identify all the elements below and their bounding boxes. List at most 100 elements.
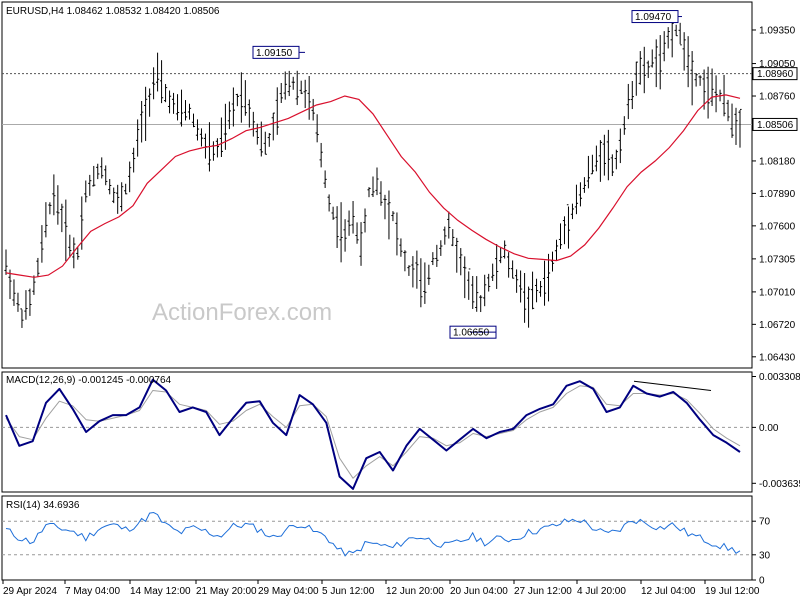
y-tick-label: 1.09350 [759, 25, 796, 36]
price-bar [359, 222, 363, 266]
x-axis: 29 Apr 2024 7 May 04:00 14 May 12:00 21 May… [2, 580, 760, 597]
price-bars [4, 20, 742, 328]
macd-panel [2, 378, 752, 490]
price-tag-box [752, 117, 798, 131]
price-bar [104, 165, 108, 186]
price-bar [606, 129, 610, 181]
price-bar [467, 268, 471, 300]
panel-frames [1, 1, 753, 581]
price-bar [638, 51, 642, 85]
price-bar [267, 132, 271, 147]
price-bar [239, 72, 243, 123]
y-tick-label: 1.07010 [759, 287, 796, 298]
price-bar [311, 98, 315, 121]
price-bar [171, 92, 176, 114]
price-bar [734, 107, 738, 145]
price-bar [128, 161, 132, 193]
x-tick-label: 5 Jun 12:00 [322, 586, 375, 597]
price-bar [371, 176, 375, 197]
price-bar [375, 167, 379, 196]
panel-frame-main [1, 1, 753, 369]
price-bar [175, 94, 180, 121]
price-bar [243, 80, 247, 116]
price-bar [686, 36, 690, 88]
moving-average-line [5, 94, 741, 278]
price-bar [231, 87, 235, 127]
price-bar [515, 269, 519, 293]
price-bar [183, 100, 188, 121]
rsi-tick-label: 70 [759, 517, 771, 528]
main-header: EURUSD,H4 1.08462 1.08532 1.08420 1.0850… [6, 6, 220, 17]
price-bar [151, 67, 156, 100]
rsi-header: RSI(14) 34.6936 [6, 500, 80, 511]
price-bar [654, 39, 658, 88]
price-bar [52, 174, 56, 216]
price-bar [526, 286, 531, 328]
price-bar [32, 275, 36, 295]
price-bar [4, 249, 8, 275]
price-bar [698, 75, 702, 86]
price-bar [694, 73, 698, 87]
price-bar [255, 123, 259, 145]
price-bar [399, 238, 403, 257]
price-bar [351, 201, 355, 234]
price-bar [602, 134, 606, 176]
price-bar [179, 89, 184, 127]
x-tick-label: 21 May 20:00 [196, 586, 257, 597]
price-bar [407, 265, 411, 276]
price-bar [650, 49, 654, 68]
price-bar [419, 258, 423, 308]
price-tag-label: 1.08960 [757, 69, 794, 80]
price-bar [263, 131, 267, 155]
price-bar [522, 273, 527, 323]
price-bar [403, 250, 407, 272]
price-bar [155, 52, 160, 92]
price-bar [475, 276, 479, 312]
price-bar [670, 20, 674, 58]
price-bar [678, 22, 682, 46]
price-bar [339, 202, 343, 263]
price-bar [538, 280, 543, 297]
price-bar [136, 119, 140, 157]
price-bar [140, 101, 144, 143]
rsi-panel [2, 511, 752, 557]
price-bar [518, 270, 523, 303]
price-bar [435, 244, 439, 267]
price-bar [319, 142, 323, 168]
price-bar [299, 80, 303, 95]
price-bar [295, 70, 299, 106]
price-bar [12, 279, 16, 306]
price-bar [423, 262, 427, 304]
price-bar [347, 210, 351, 236]
price-bar [610, 154, 614, 177]
price-bar [738, 108, 742, 148]
price-bar [726, 99, 730, 122]
price-bar [167, 90, 172, 114]
macd-divergence-line [633, 380, 712, 391]
price-bar [287, 70, 291, 97]
price-bar [116, 184, 120, 214]
price-bar [391, 211, 395, 222]
price-bar [710, 68, 714, 107]
price-bar [271, 112, 275, 141]
price-bar [558, 223, 563, 250]
price-bar [112, 187, 116, 204]
price-bar [682, 32, 686, 71]
price-bar [28, 288, 32, 316]
price-bar [618, 128, 622, 164]
price-bar [291, 76, 295, 90]
price-bar [215, 138, 220, 158]
macd-tick-label: 0.003308 [759, 372, 800, 383]
price-bar [367, 187, 371, 198]
x-tick-label: 20 Jun 04:00 [450, 586, 508, 597]
price-bar [64, 199, 68, 261]
macd-tick-label: -0.003635 [759, 479, 800, 490]
price-bar [335, 206, 339, 248]
annotation-1.09150: 1.09150 [252, 45, 305, 59]
price-bar [626, 83, 630, 120]
price-bar [120, 182, 124, 212]
x-tick-label: 27 Jun 12:00 [514, 586, 572, 597]
main-y-axis: 1.09350 1.09050 1.08760 1.08180 1.07890 1.076… [752, 25, 798, 363]
price-bar [534, 278, 539, 303]
